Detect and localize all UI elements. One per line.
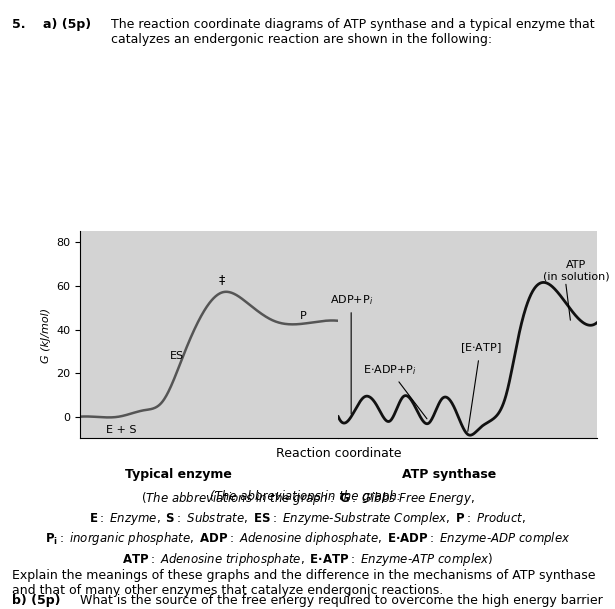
Text: [E$\cdot$ATP]: [E$\cdot$ATP] [459, 342, 501, 431]
Text: ADP+P$_i$: ADP+P$_i$ [330, 294, 373, 414]
Text: P: P [300, 311, 306, 322]
Text: Reaction coordinate: Reaction coordinate [276, 447, 401, 460]
Text: $\bf{P_i}$$\it{:\ inorganic\ phosphate,}$ $\bf{ADP}$$\it{:\ Adenosine\ diphospha: $\bf{P_i}$$\it{:\ inorganic\ phosphate,}… [45, 530, 570, 547]
Text: Explain the meanings of these graphs and the difference in the mechanisms of ATP: Explain the meanings of these graphs and… [12, 569, 596, 597]
Text: ES: ES [170, 351, 184, 361]
Text: a) (5p): a) (5p) [43, 18, 91, 31]
Text: Typical enzyme: Typical enzyme [125, 468, 232, 481]
Text: The reaction coordinate diagrams of ATP synthase and a typical enzyme that
catal: The reaction coordinate diagrams of ATP … [111, 18, 594, 46]
Text: ‡: ‡ [219, 273, 225, 286]
Text: E + S: E + S [106, 426, 137, 435]
Y-axis label: G (kJ/mol): G (kJ/mol) [41, 308, 50, 362]
Text: b) (5p): b) (5p) [12, 594, 61, 607]
Text: What is the source of the free energy required to overcome the high energy barri: What is the source of the free energy re… [80, 594, 603, 609]
Text: ATP
(in solution): ATP (in solution) [542, 260, 609, 281]
Text: $\bf{E}$$\it{:\ Enzyme,}$ $\bf{S}$$\it{:\ Substrate,}$ $\bf{ES}$$\it{:\ Enzyme}$: $\bf{E}$$\it{:\ Enzyme,}$ $\bf{S}$$\it{:… [89, 510, 526, 527]
Text: $\bf{ATP}$$\it{:\ Adenosine\ triphosphate,}$ $\bf{E{\cdot}ATP}$$\it{:\ Enzyme}$-: $\bf{ATP}$$\it{:\ Adenosine\ triphosphat… [122, 551, 493, 568]
Text: 5.: 5. [12, 18, 26, 31]
Text: (The abbreviations in the graph:: (The abbreviations in the graph: [210, 490, 405, 503]
Text: ATP synthase: ATP synthase [402, 468, 496, 481]
Text: E$\cdot$ADP+P$_i$: E$\cdot$ADP+P$_i$ [363, 363, 427, 419]
Text: ($\it{The\ abbreviations\ in\ the\ graph:}$ $\bf{G}$$\it{:\ Gibbs\ Free\ Energy,: ($\it{The\ abbreviations\ in\ the\ graph… [141, 490, 474, 507]
